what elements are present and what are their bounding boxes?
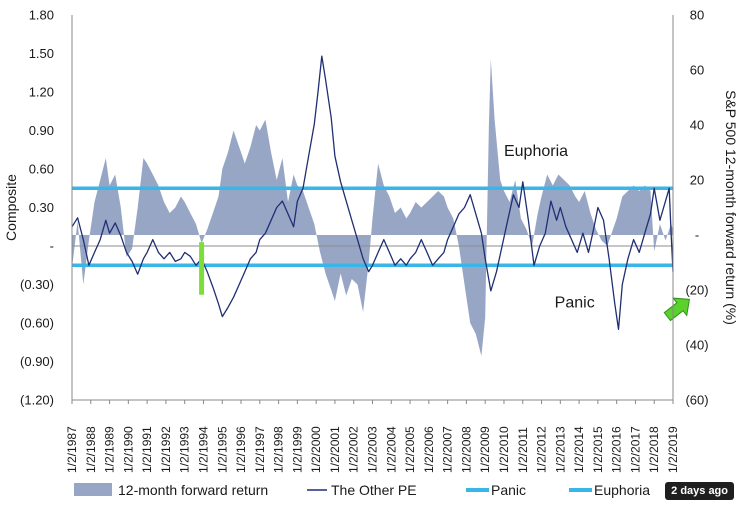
axes-group: 1.80 1.50 1.20 0.90 0.60 0.30 - (0.30) (0.60) (0.… — [3, 8, 738, 474]
x-tick-label: 1/2/1993 — [178, 426, 192, 473]
y-left-axis-title: Composite — [3, 174, 19, 241]
y-left-tick-label: (0.60) — [20, 316, 54, 331]
legend-label-euphoria: Euphoria — [594, 482, 650, 498]
y-right-tick-label: (40) — [685, 338, 708, 353]
annotation-euphoria: Euphoria — [504, 143, 568, 160]
x-tick-label: 1/2/2015 — [591, 426, 605, 473]
x-tick-label: 1/2/1994 — [196, 426, 210, 473]
x-tick-label: 1/2/1992 — [159, 426, 173, 473]
y-left-tick-label: (0.30) — [20, 277, 54, 292]
annotations-group: Euphoria Panic — [504, 143, 595, 311]
y-right-tick-label: 20 — [690, 173, 704, 188]
x-tick-label: 1/2/1999 — [290, 426, 304, 473]
x-tick-label: 1/2/2010 — [497, 426, 511, 473]
legend-label-forward-return: 12-month forward return — [118, 482, 268, 498]
y-left-tick-label: 1.80 — [29, 8, 54, 23]
x-tick-label: 1/2/2007 — [441, 426, 455, 473]
y-right-tick-label: (20) — [685, 283, 708, 298]
x-tick-label: 1/2/2017 — [628, 426, 642, 473]
other-pe-line-group — [71, 55, 674, 331]
x-tick-label: 1/2/2000 — [309, 426, 323, 473]
y-left-tick-label: 0.30 — [29, 200, 54, 215]
y-left-tick-label: 0.90 — [29, 123, 54, 138]
y-right-tick-label: 60 — [690, 63, 704, 78]
x-tick-label: 1/2/1998 — [272, 426, 286, 473]
legend-area-swatch — [74, 483, 112, 496]
x-tick-label: 1/2/2012 — [535, 426, 549, 473]
y-right-tick-label: (60) — [685, 393, 708, 408]
x-tick-label: 1/2/1989 — [103, 426, 117, 473]
other-pe-line — [71, 55, 674, 331]
x-tick-label: 1/2/1987 — [65, 426, 79, 473]
x-tick-label: 1/2/2004 — [384, 426, 398, 473]
x-tick-label: 1/2/2002 — [347, 426, 361, 473]
x-tick-label: 1/2/1991 — [140, 426, 154, 473]
y-left-tick-label: 1.50 — [29, 46, 54, 61]
highlight-marks-group — [199, 242, 691, 322]
x-tick-label: 1/2/1988 — [84, 426, 98, 473]
timestamp-badge: 2 days ago — [665, 482, 734, 500]
y-right-axis-title: S&P 500 12-month forward return (%) — [723, 90, 738, 325]
annotation-panic: Panic — [555, 295, 595, 312]
y-left-tick-label: - — [50, 239, 54, 254]
y-right-tick-label: 40 — [690, 118, 704, 133]
x-tick-label: 1/2/1996 — [234, 426, 248, 473]
x-tick-label: 1/2/2003 — [366, 426, 380, 473]
y-left-tick-label: 1.20 — [29, 85, 54, 100]
x-tick-label: 1/2/2008 — [459, 426, 473, 473]
legend-label-other-pe: The Other PE — [331, 482, 417, 498]
y-right-tick-label: - — [695, 228, 699, 243]
x-tick-label: 1/2/1990 — [121, 426, 135, 473]
x-tick-label: 1/2/2006 — [422, 426, 436, 473]
y-left-tick-label: (1.20) — [20, 393, 54, 408]
legend-label-panic: Panic — [491, 482, 526, 498]
y-left-tick-label: (0.90) — [20, 354, 54, 369]
y-right-tick-label: 80 — [690, 8, 704, 23]
x-tick-label: 1/2/2013 — [553, 426, 567, 473]
x-tick-label: 1/2/2019 — [666, 426, 680, 473]
x-tick-label: 1/2/2016 — [610, 426, 624, 473]
green-highlight-bar — [199, 242, 205, 295]
x-tick-label: 1/2/2005 — [403, 426, 417, 473]
x-tick-label: 1/2/2009 — [478, 426, 492, 473]
x-tick-label: 1/2/1995 — [215, 426, 229, 473]
legend-group: 12-month forward return The Other PE Panic… — [74, 482, 650, 498]
x-tick-label: 1/2/2018 — [647, 426, 661, 473]
x-tick-label: 1/2/2011 — [516, 427, 530, 473]
y-left-tick-label: 0.60 — [29, 162, 54, 177]
x-tick-label: 1/2/2014 — [572, 426, 586, 473]
x-tick-label: 1/2/2001 — [328, 426, 342, 473]
x-tick-label: 1/2/1997 — [253, 426, 267, 473]
